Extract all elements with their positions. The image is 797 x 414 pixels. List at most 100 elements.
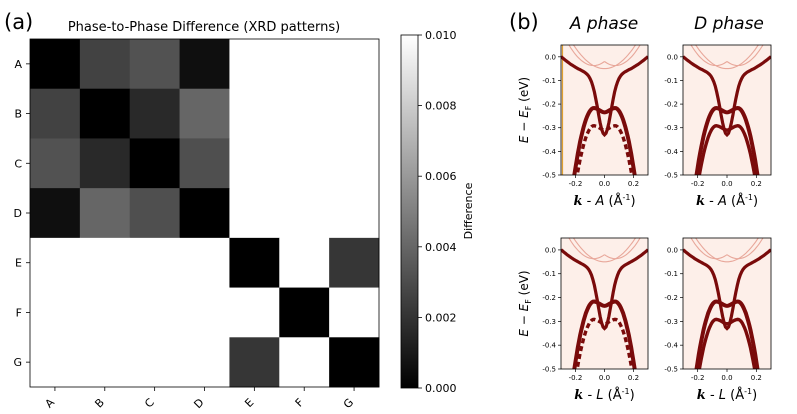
y-axis-label: E − EF (eV) [517, 270, 533, 336]
colorbar-gradient [400, 34, 419, 389]
heatmap-cell-C-A [30, 138, 81, 189]
band-subplot-D-phase-kA: 0.0 -0.1 -0.2 -0.3 -0.4 -0.5 -0.2 0.0 0.2 k - A (… [664, 44, 772, 209]
x-axis-label: k - L (Å-1) [574, 387, 634, 403]
heatmap-cell-G-A [30, 337, 81, 388]
x-tick-label: 0.0 [721, 180, 732, 188]
y-tick-label: 0.0 [545, 246, 556, 254]
y-axis-label: E − EF (eV) [517, 77, 533, 143]
heatmap-cell-A-F [279, 39, 330, 90]
heatmap-cell-G-F [279, 337, 330, 388]
band-outer [695, 45, 759, 70]
heatmap-col-labels: A B C D E F G [43, 387, 356, 411]
heatmap-cell-G-D [179, 337, 230, 388]
heatmap-cell-C-E [229, 138, 280, 189]
band-heavy-upper [683, 248, 771, 331]
y-tick-label: 0.0 [667, 53, 678, 61]
heatmap-cell-A-A [30, 39, 81, 90]
heatmap-cell-G-B [79, 337, 131, 388]
band-dispersive [726, 238, 764, 260]
y-tick-label: -0.5 [664, 366, 678, 374]
band-subplot-A-phase-kA: 0.0 -0.1 -0.2 -0.3 -0.4 -0.5 -0.2 0.0 0.2 k - A (… [517, 44, 649, 209]
band-outer [695, 238, 759, 263]
y-tick-label: -0.1 [542, 77, 556, 85]
col-label: B [92, 396, 107, 411]
heatmap-cell-E-B [79, 237, 131, 288]
heatmap-cell-D-G [329, 188, 380, 239]
heatmap-cell-A-D [179, 39, 230, 90]
heatmap-cell-E-G [329, 237, 380, 288]
band-flat [575, 317, 634, 369]
band-flat [697, 123, 757, 175]
heatmap-cell-E-E [229, 237, 280, 288]
row-label: A [14, 58, 22, 71]
x-tick-label: -0.2 [569, 374, 583, 382]
band-subplots: 0.0 -0.1 -0.2 -0.3 -0.4 -0.5 -0.2 0.0 0.2 k - A (… [517, 44, 772, 403]
band-heavy-upper [561, 248, 648, 331]
band-flat [694, 299, 760, 369]
heatmap-cell-A-B [79, 39, 131, 90]
heatmap-cells [30, 39, 380, 388]
column-title-a-phase: A phase [569, 14, 638, 34]
x-tick-label: 0.2 [751, 180, 762, 188]
y-tick-label: -0.2 [664, 294, 678, 302]
band-outer [572, 238, 637, 263]
col-label: C [142, 396, 157, 411]
heatmap-cell-G-C [129, 337, 180, 388]
heatmap-cell-D-F [279, 188, 330, 239]
band-dispersive [568, 45, 605, 67]
heatmap-cell-E-A [30, 237, 81, 288]
heatmap-cell-D-E [229, 188, 280, 239]
colorbar-ticks: 0.000 0.002 0.004 0.006 0.008 0.010 [418, 29, 457, 395]
heatmap-cell-B-E [229, 88, 280, 139]
colorbar-tick-label: 0.006 [425, 170, 457, 183]
band-flat [697, 317, 757, 369]
y-tick-label: -0.3 [542, 124, 556, 132]
x-tick-label: -0.2 [691, 180, 705, 188]
x-tick-label: 0.2 [751, 374, 762, 382]
band-dispersive [568, 238, 605, 260]
heatmap-row-labels: A B C D E F G [13, 58, 30, 369]
band-dispersive [690, 45, 728, 67]
band-outer [572, 45, 637, 70]
band-flat [575, 123, 634, 175]
heatmap-cell-G-G [329, 337, 380, 388]
heatmap-cell-C-B [79, 138, 131, 189]
panel-label-b: (b) [509, 10, 539, 34]
heatmap-title: Phase-to-Phase Difference (XRD patterns) [68, 20, 340, 35]
y-tick-label: -0.4 [664, 342, 678, 350]
heatmap-cell-F-B [79, 287, 131, 338]
heatmap-cell-F-E [229, 287, 280, 338]
band-dispersive [604, 238, 641, 260]
heatmap-cell-A-E [229, 39, 280, 90]
heatmap-cell-A-C [129, 39, 180, 90]
col-label: G [341, 396, 356, 411]
row-label: G [13, 356, 22, 369]
band-heavy-upper [561, 55, 648, 138]
x-tick-label: 0.2 [628, 180, 639, 188]
colorbar: 0.000 0.002 0.004 0.006 0.008 0.010 Differenc… [400, 29, 475, 395]
y-tick-label: -0.3 [664, 318, 678, 326]
band-subplot-A-phase-kL: 0.0 -0.1 -0.2 -0.3 -0.4 -0.5 -0.2 0.0 0.2 k - L (… [517, 237, 649, 403]
heatmap-cell-E-C [129, 237, 180, 288]
heatmap-chart: Phase-to-Phase Difference (XRD patterns)… [13, 20, 380, 411]
panel-label-a: (a) [4, 10, 33, 34]
col-label: E [242, 396, 256, 410]
y-tick-label: -0.2 [542, 294, 556, 302]
heatmap-cell-A-G [329, 39, 380, 90]
x-tick-label: -0.2 [569, 180, 583, 188]
band-dispersive [604, 45, 641, 67]
heatmap-cell-F-A [30, 287, 81, 338]
y-tick-label: -0.3 [664, 124, 678, 132]
y-tick-label: 0.0 [545, 53, 556, 61]
y-tick-label: -0.5 [542, 366, 556, 374]
y-tick-label: -0.4 [542, 342, 556, 350]
col-label: F [293, 396, 307, 410]
heatmap-cell-D-B [79, 188, 131, 239]
heatmap-cell-B-G [329, 88, 380, 139]
row-label: B [14, 108, 22, 121]
heatmap-cell-B-C [129, 88, 180, 139]
row-label: F [16, 306, 22, 319]
heatmap-cell-F-C [129, 287, 180, 338]
heatmap-cell-C-D [179, 138, 230, 189]
y-tick-label: -0.1 [664, 77, 678, 85]
